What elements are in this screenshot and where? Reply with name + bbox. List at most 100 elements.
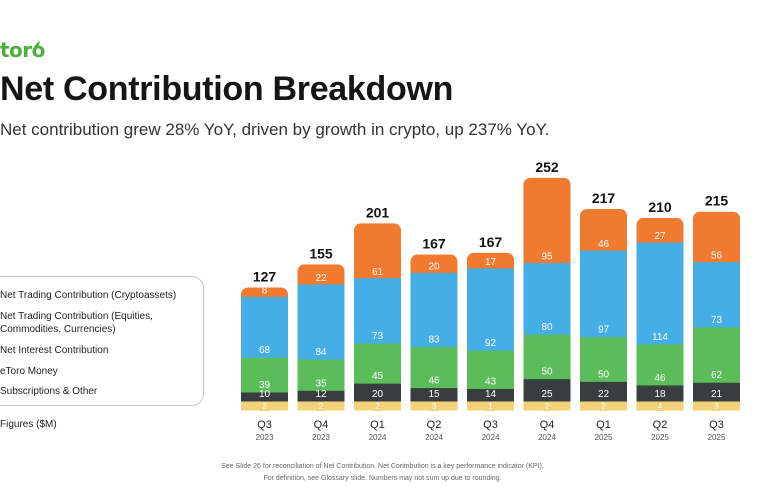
x-tick-quarter: Q3 xyxy=(483,419,498,431)
subscriptions-pill xyxy=(653,402,667,411)
bar-segment xyxy=(523,378,571,402)
bar-segment xyxy=(297,264,345,285)
bar-segment xyxy=(354,277,401,344)
segment-value-label: 2 xyxy=(601,402,606,411)
segment-value-label: 43 xyxy=(485,376,497,387)
total-value-label: 215 xyxy=(705,193,729,209)
subscriptions-pill xyxy=(257,402,272,411)
total-value-label: 201 xyxy=(366,204,390,220)
legend-item-etoro-money: eToro Money xyxy=(0,366,58,377)
bar-segment xyxy=(354,223,401,279)
segment-value-label: 80 xyxy=(541,322,553,333)
x-tick-quarter: Q1 xyxy=(596,419,611,431)
etoro-logo: toro xyxy=(0,38,45,62)
bar-segment xyxy=(297,390,345,402)
segment-value-label: 3 xyxy=(432,402,437,411)
segment-value-label: 4 xyxy=(658,402,663,411)
segment-value-label: 2 xyxy=(375,402,380,411)
x-tick-year: 2025 xyxy=(595,433,613,442)
bar-segment xyxy=(410,254,458,273)
page-title: Net Contribution Breakdown xyxy=(0,70,454,108)
segment-value-label: 20 xyxy=(372,389,384,400)
segment-value-label: 3 xyxy=(714,402,719,411)
subscriptions-pill xyxy=(370,402,385,411)
legend-item-crypto: Net Trading Contribution (Cryptoassets) xyxy=(0,290,177,301)
bar-segment xyxy=(636,242,684,345)
segment-value-label: 35 xyxy=(315,378,327,389)
segment-value-label: 1 xyxy=(488,402,493,411)
x-tick-year: 2024 xyxy=(482,433,500,442)
segment-value-label: 12 xyxy=(315,389,327,400)
bar-segment xyxy=(693,382,740,402)
bar-segment xyxy=(580,336,627,382)
total-value-label: 210 xyxy=(648,199,672,215)
bar-segment xyxy=(410,387,458,402)
x-tick-year: 2024 xyxy=(538,433,556,442)
segment-value-label: 45 xyxy=(372,371,384,382)
segment-value-label: 62 xyxy=(711,370,723,381)
bar-segment xyxy=(467,267,514,351)
subscriptions-pill xyxy=(540,402,554,411)
bar-group: 2 25 50 80 95 252 Q4 2024 xyxy=(523,159,571,442)
figures-label: Figures ($M) xyxy=(0,419,57,430)
footnote-line-1: See Slide 26 for reconciliation of Net C… xyxy=(221,463,544,470)
bar-segment xyxy=(241,296,288,358)
bar-segment xyxy=(241,392,288,402)
segment-value-label: 15 xyxy=(428,389,440,400)
segment-value-label: 92 xyxy=(485,338,497,349)
bar-group: 3 21 62 73 56 215 Q3 2025 xyxy=(693,193,740,442)
bar-segment xyxy=(297,284,345,360)
subscriptions-pill xyxy=(427,402,441,411)
footnote-line-2: For definition, see Glossary slide. Numb… xyxy=(263,475,502,482)
subscriptions-pill xyxy=(483,402,498,411)
segment-value-label: 50 xyxy=(541,367,553,378)
segment-value-label: 27 xyxy=(654,231,666,242)
bar-segment xyxy=(410,272,458,348)
segment-value-label: 97 xyxy=(598,325,610,336)
legend-item-subscriptions: Subscriptions & Other xyxy=(0,386,98,397)
legend-item-interest: Net Interest Contribution xyxy=(0,345,109,356)
bar-group: 1 14 43 92 17 167 Q3 2024 xyxy=(467,234,514,442)
segment-value-label: 46 xyxy=(654,373,666,384)
bar-group: 4 18 46 114 27 210 Q2 2025 xyxy=(636,199,684,442)
total-value-label: 155 xyxy=(309,245,333,261)
bar-segment xyxy=(523,334,571,380)
bar-segment xyxy=(354,342,401,384)
bar-segment xyxy=(354,383,401,402)
segment-value-label: 2 xyxy=(262,402,267,411)
x-tick-quarter: Q2 xyxy=(427,419,442,431)
segment-value-label: 83 xyxy=(428,335,440,346)
legend-item-equities-cont: Commodities, Currencies) xyxy=(0,324,116,335)
total-value-label: 167 xyxy=(479,234,503,250)
bar-segment xyxy=(241,357,288,393)
bar-group: 3 15 46 83 20 167 Q2 2024 xyxy=(410,236,458,442)
subscriptions-pill xyxy=(709,402,724,411)
segment-value-label: 14 xyxy=(485,389,497,400)
segment-value-label: 2 xyxy=(545,402,550,411)
x-tick-year: 2025 xyxy=(651,433,669,442)
bar-segment xyxy=(467,350,514,389)
bar-segment xyxy=(467,388,514,402)
x-tick-quarter: Q2 xyxy=(653,419,668,431)
x-tick-quarter: Q4 xyxy=(314,419,329,431)
x-tick-year: 2024 xyxy=(425,433,443,442)
segment-value-label: 17 xyxy=(485,257,497,268)
bar-segment xyxy=(241,287,288,297)
bar-segment xyxy=(580,381,627,402)
segment-value-label: 25 xyxy=(541,389,553,400)
segment-value-label: 18 xyxy=(654,389,666,400)
segment-value-label: 46 xyxy=(428,376,440,387)
total-value-label: 127 xyxy=(253,268,277,284)
subscriptions-pill xyxy=(596,402,611,411)
total-value-label: 167 xyxy=(422,236,446,252)
bar-segment xyxy=(580,250,627,338)
bar-segment xyxy=(467,252,514,269)
segment-value-label: 68 xyxy=(259,345,271,356)
x-tick-year: 2024 xyxy=(369,433,387,442)
total-value-label: 252 xyxy=(535,159,559,175)
x-tick-year: 2023 xyxy=(312,433,330,442)
